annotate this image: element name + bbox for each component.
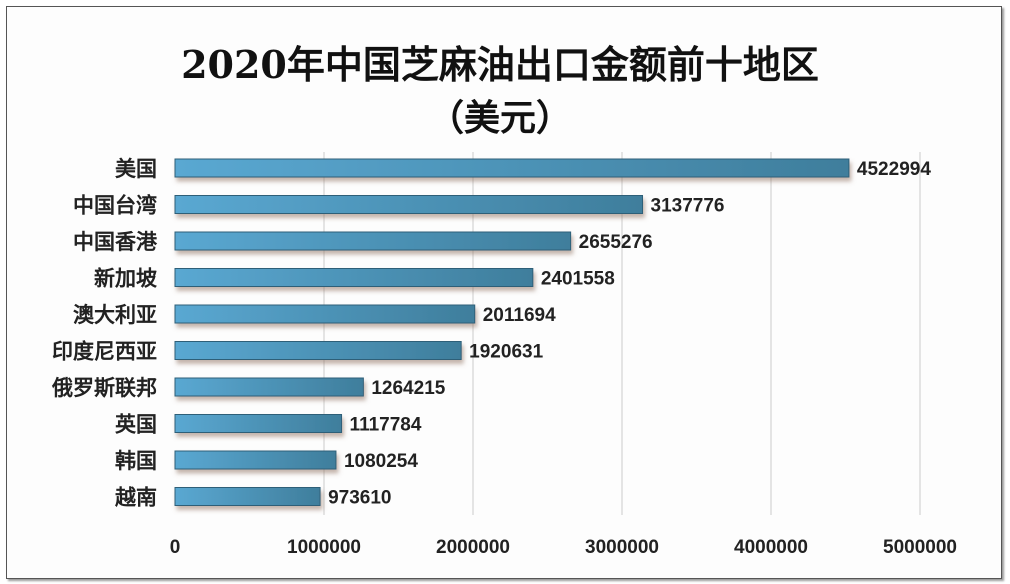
- bar: [174, 158, 850, 178]
- chart-title: 2020年中国芝麻油出口金额前十地区: [181, 42, 819, 87]
- data-label: 2401558: [541, 269, 615, 290]
- bar: [174, 304, 476, 324]
- category-label: 越南: [114, 486, 157, 510]
- bar: [174, 195, 644, 214]
- category-label: 印度尼西亚: [52, 340, 157, 364]
- category-label: 新加坡: [94, 267, 157, 291]
- bar: [174, 268, 534, 287]
- category-label: 澳大利亚: [73, 303, 157, 327]
- category-label: 俄罗斯联邦: [51, 376, 157, 400]
- data-label: 4522994: [857, 159, 931, 180]
- chart-frame: [6, 6, 1002, 579]
- x-tick-label: 3000000: [585, 537, 659, 558]
- data-label: 2655276: [579, 232, 653, 253]
- data-label: 973610: [328, 488, 391, 509]
- x-tick-label: 1000000: [287, 537, 361, 558]
- category-label: 韩国: [115, 449, 157, 473]
- x-tick-label: 2000000: [436, 537, 510, 558]
- data-label: 2011694: [483, 305, 556, 326]
- x-tick-label: 4000000: [734, 537, 808, 558]
- x-tick-label: 5000000: [883, 537, 957, 558]
- chart-subtitle: （美元）: [428, 97, 572, 139]
- bar: [174, 341, 462, 360]
- data-label: 3137776: [651, 196, 725, 217]
- category-label: 美国: [115, 157, 157, 181]
- category-label: 英国: [115, 413, 157, 437]
- data-label: 1920631: [469, 342, 543, 363]
- bar: [174, 231, 572, 251]
- bar: [174, 487, 321, 506]
- x-tick-label: 0: [170, 537, 181, 558]
- category-label: 中国香港: [73, 230, 158, 254]
- category-label: 中国台湾: [73, 194, 157, 218]
- bar: [174, 377, 364, 397]
- data-label: 1264215: [371, 378, 445, 399]
- data-label: 1080254: [344, 451, 418, 472]
- bar: [174, 414, 343, 433]
- bar: [174, 450, 337, 470]
- data-label: 1117784: [350, 415, 422, 436]
